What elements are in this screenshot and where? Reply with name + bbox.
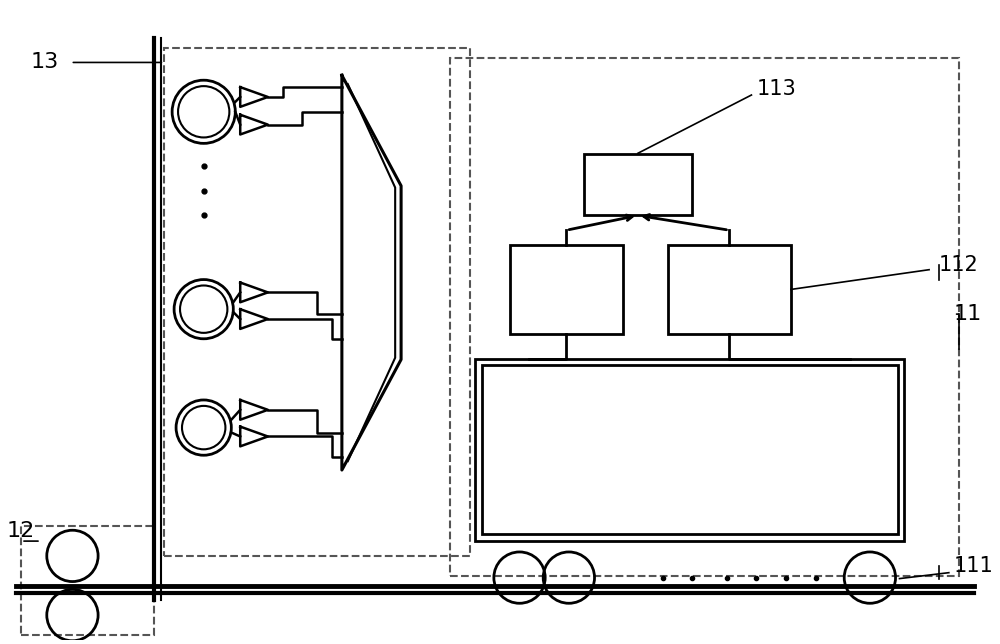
Text: 113: 113 [756,79,796,99]
Text: 12: 12 [6,521,35,541]
Text: 112: 112 [939,255,979,275]
Text: 13: 13 [31,52,59,72]
Text: 11: 11 [954,304,982,324]
Text: 111: 111 [954,556,994,576]
